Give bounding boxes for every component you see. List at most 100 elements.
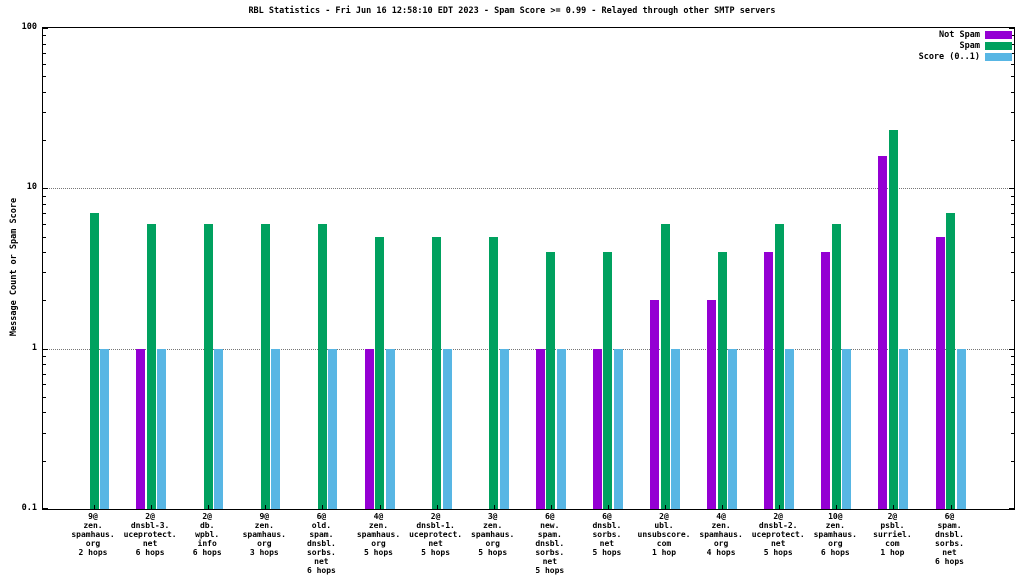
axis-minor-tick [1011,396,1014,398]
x-tick-label: 6@ dnsbl. sorbs. net 5 hops [576,512,638,557]
axis-minor-tick [43,460,46,462]
bar-spam [489,236,499,509]
x-tick-label: 2@ ubl. unsubscore. com 1 hop [633,512,695,557]
x-tick-label-line: 1 hop [651,548,677,557]
x-tick-label-line: org [713,539,729,548]
x-tick-label-line: 3@ [487,512,498,521]
x-tick-label-line: 2@ [659,512,669,521]
x-tick-label-line: 6 hops [306,566,336,575]
axis-minor-tick [1011,213,1014,215]
gridline [43,188,1014,190]
axis-minor-tick [43,300,46,302]
x-tick-label-line: dnsbl-2. [758,521,798,530]
axis-minor-tick [43,111,46,113]
axis-tick [1009,508,1014,509]
bar-spam [203,223,213,509]
x-axis-tick [151,505,153,509]
x-tick-label-line: spamhaus. [242,530,286,539]
x-tick-label-line: net [314,557,329,566]
axis-minor-tick [1011,223,1014,225]
x-tick-label: 9@ zen. spamhaus. org 3 hops [233,512,295,557]
bar-score [899,349,909,509]
legend: Not Spam Spam Score (0..1) [919,29,1012,62]
x-tick-label-line: org [828,539,843,548]
axis-minor-tick [43,91,46,93]
axis-minor-tick [43,412,46,414]
bar-spam [146,223,156,509]
axis-minor-tick [1011,203,1014,205]
x-tick-label-line: 2@ [145,512,155,521]
x-tick-label-line: dnsbl. [535,539,565,548]
axis-minor-tick [1011,412,1014,414]
axis-minor-tick [1011,52,1014,54]
legend-entry: Score (0..1) [919,51,1012,62]
axis-minor-tick [1011,373,1014,375]
x-tick-label-line: 9@ [259,512,270,521]
x-tick-label-line: 5 hops [478,548,508,557]
axis-minor-tick [43,140,46,142]
bar-score [157,349,167,509]
x-axis-tick [265,505,267,509]
x-tick-label-line: 6 hops [820,548,850,557]
x-tick-label-line: ubl. [654,521,674,530]
axis-minor-tick [43,272,46,274]
x-axis-tick [836,505,838,509]
bar-score [328,349,338,509]
bar-score [100,349,109,509]
bar-spam [888,130,898,509]
x-tick-label-line: 3 hops [249,548,279,557]
axis-tick [1009,28,1014,29]
bar-score [728,349,738,509]
axis-minor-tick [43,432,46,434]
x-tick-label: 2@ psbl. surriel. com 1 hop [861,512,923,557]
axis-tick [43,28,48,29]
x-tick-label-line: sorbs. [306,548,336,557]
bar-spam [946,213,955,509]
bar-not-spam [364,348,374,509]
x-tick-label-line: sorbs. [592,530,622,539]
x-tick-label-line: zen. [711,521,731,530]
axis-minor-tick [1011,140,1014,142]
axis-minor-tick [43,364,46,366]
bar-spam [546,252,556,509]
x-tick-label-line: zen. [254,521,274,530]
bar-spam [317,223,327,509]
x-tick-label: 10@ zen. spamhaus. org 6 hops [804,512,866,557]
legend-label: Spam [959,40,980,51]
x-tick-label-line: spam. [309,530,334,539]
bar-not-spam [535,348,545,509]
bar-spam [717,252,727,509]
x-tick-label: 6@ spam. dnsbl. sorbs. net 6 hops [919,512,981,566]
x-tick-label-line: net [428,539,443,548]
axis-minor-tick [43,76,46,78]
x-tick-label-line: dnsbl. [592,521,622,530]
axis-minor-tick [43,223,46,225]
y-tick-label: 1 [31,342,37,353]
x-tick-label-line: 1 hop [880,548,905,557]
x-tick-label-line: 6 hops [935,557,964,566]
x-tick-label: 4@ zen. spamhaus. org 4 hops [690,512,752,557]
axis-minor-tick [1011,300,1014,302]
x-tick-label-line: 5 hops [592,548,622,557]
axis-minor-tick [1011,76,1014,78]
x-tick-label-line: net [770,539,786,548]
x-tick-label-line: com [885,539,900,548]
x-axis-tick [94,505,95,509]
x-tick-label-line: 6@ [544,512,555,521]
bar-spam [89,213,99,509]
axis-minor-tick [1011,195,1014,197]
x-tick-label-line: dnsbl. [306,539,336,548]
axis-minor-tick [43,384,46,386]
x-tick-label-line: org [485,539,500,548]
axis-minor-tick [43,356,46,357]
y-tick-label: 10 [26,182,37,193]
x-tick-label-line: 5 hops [364,548,393,557]
x-axis-tick [208,505,210,509]
x-tick-label-line: spamhaus. [356,530,401,539]
x-tick-label-line: 5 hops [421,548,451,557]
axis-minor-tick [1011,364,1014,366]
x-tick-label-line: dnsbl. [935,530,964,539]
axis-minor-tick [43,396,46,398]
axis-minor-tick [43,213,46,215]
x-tick-label-line: net [942,548,957,557]
